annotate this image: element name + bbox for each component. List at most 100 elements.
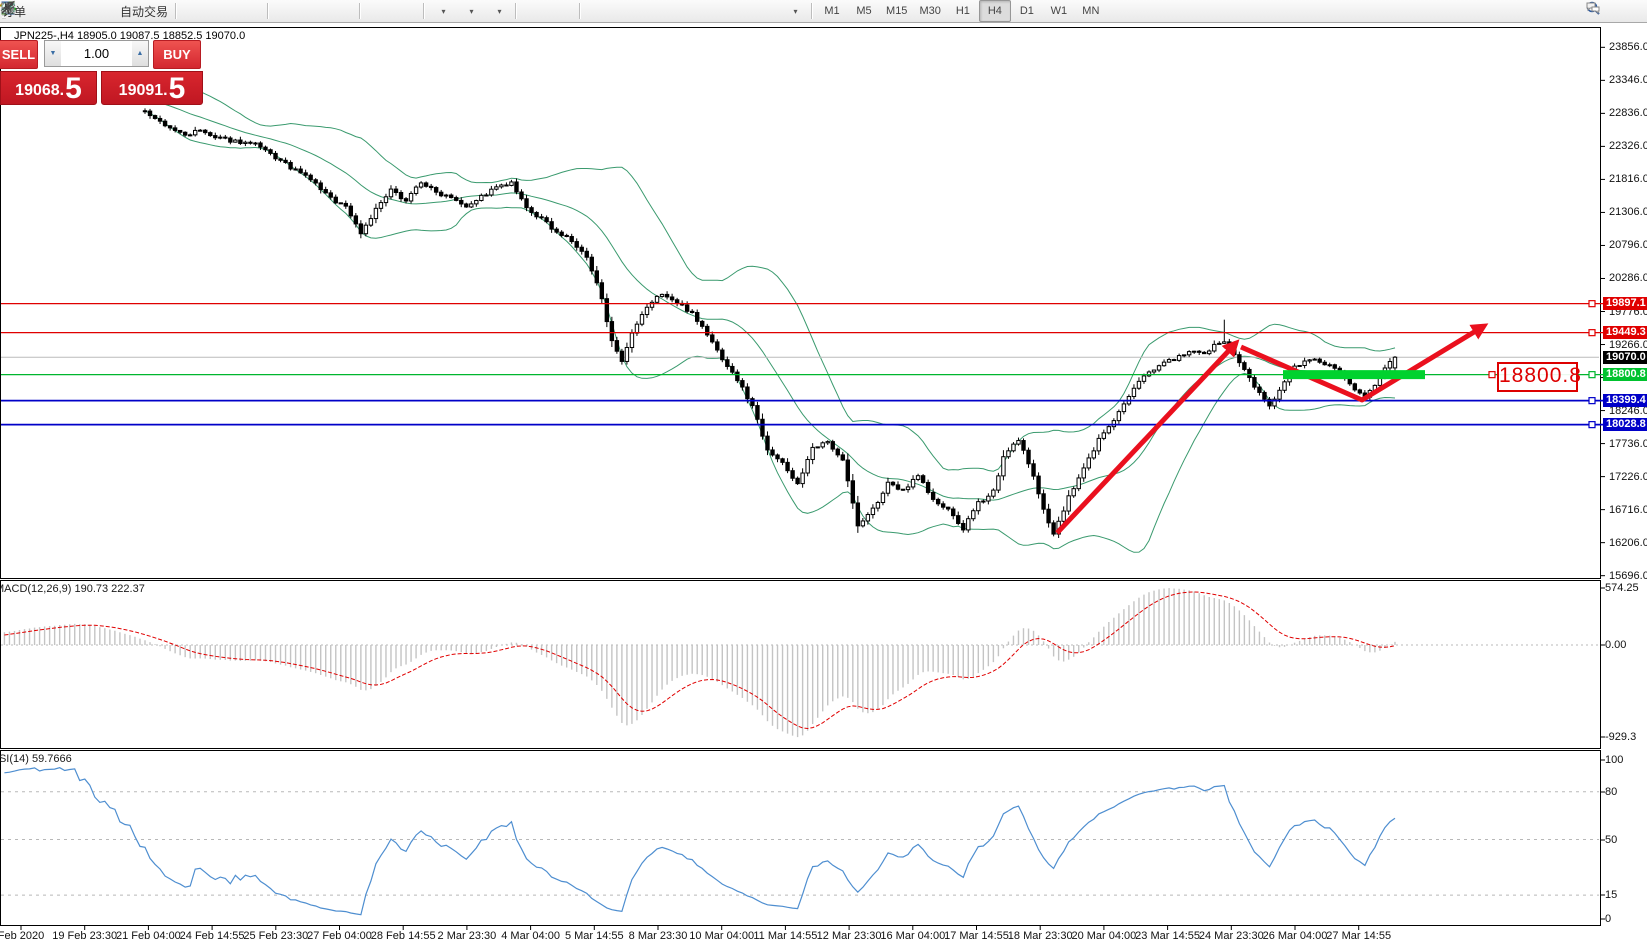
price-axis-tick: 21306.0	[1606, 206, 1647, 219]
navigator-button[interactable]	[2, 0, 114, 22]
timeframe-m30-button[interactable]: M30	[919, 5, 941, 17]
auto-scroll-button[interactable]	[4, 0, 392, 22]
symbol-ohlc-header: JPN225-,H4 18905.0 19087.5 18852.5 19070…	[14, 30, 246, 42]
toolbar-separator	[267, 3, 270, 19]
sell-price-int: 19068	[15, 82, 60, 99]
toolbar-separator	[359, 3, 362, 19]
line-chart-button[interactable]	[1, 0, 264, 22]
macd-scale-label: 574.25	[1605, 582, 1639, 594]
vertical-line-button[interactable]	[7, 0, 612, 22]
time-axis-label: 26 Mar 04:00	[1262, 930, 1328, 942]
sell-button[interactable]: SELL	[0, 40, 38, 69]
price-axis-tick: 16206.0	[1606, 536, 1647, 549]
price-tag-18800[interactable]: 18800.8	[1497, 362, 1581, 392]
shapes-button[interactable]: ▾	[1, 0, 808, 22]
time-axis-label: 12 Mar 23:30	[816, 930, 882, 942]
buy-price-fraction: 5	[168, 72, 186, 106]
tile-windows-button[interactable]	[1, 0, 356, 22]
time-axis-label: 16 Mar 04:00	[880, 930, 946, 942]
templates-button[interactable]: ▾	[1, 0, 512, 22]
rsi-scale-label: 0	[1605, 913, 1612, 925]
price-axis-tick: 15696.0	[1606, 569, 1647, 582]
volume-input[interactable]	[61, 41, 132, 66]
time-axis-label: 19 Feb 23:30	[52, 930, 118, 942]
fibonacci-button[interactable]: F	[2, 0, 724, 22]
volume-increase-button[interactable]: ▲	[132, 41, 148, 66]
trendline-button[interactable]	[1, 0, 668, 22]
price-axis-tick: 22836.0	[1606, 107, 1647, 120]
timeframe-w1-button[interactable]: W1	[1050, 5, 1068, 17]
volume-stepper: ▼ ▲	[44, 40, 149, 67]
chart-shift-button[interactable]	[2, 0, 420, 22]
timeframe-h1-button[interactable]: H1	[955, 5, 970, 17]
time-axis-label: 25 Feb 23:30	[243, 930, 309, 942]
macd-scale-label: -929.3	[1605, 731, 1637, 743]
sell-price-display[interactable]: 19068. 5	[0, 71, 97, 105]
chart-area[interactable]: JPN225-,H4 18905.0 19087.5 18852.5 19070…	[0, 22, 1647, 946]
text-label-button[interactable]: T	[1, 0, 780, 22]
horizontal-line-button[interactable]	[2, 0, 640, 22]
toolbar-separator	[811, 3, 814, 19]
buy-price-display[interactable]: 19091. 5	[101, 71, 203, 105]
toolbar-separator	[423, 3, 426, 19]
price-axis-tick: 19266.0	[1606, 338, 1647, 351]
text-button[interactable]: A	[4, 0, 752, 22]
indicators-button[interactable]: ▾	[1, 0, 456, 22]
zoom-out-button[interactable]	[1, 0, 328, 22]
autotrading-button[interactable]: 自动交易	[2, 0, 172, 22]
time-axis-label: 2 Mar 23:30	[437, 930, 497, 942]
timeframe-d1-button[interactable]: D1	[1019, 5, 1034, 17]
toolbar-separator	[515, 3, 518, 19]
time-axis-label: 21 Feb 04:00	[115, 930, 181, 942]
price-axis-marker-19897.1: 19897.1	[1603, 297, 1647, 311]
zoom-in-button[interactable]	[1, 0, 300, 22]
cursor-button[interactable]	[5, 0, 548, 22]
timeframe-mn-button[interactable]: MN	[1082, 5, 1100, 17]
candlestick-chart-button[interactable]	[2, 0, 236, 22]
toolbar-separator	[175, 3, 178, 19]
time-axis-label: 20 Mar 04:00	[1071, 930, 1137, 942]
buy-button[interactable]: BUY	[153, 40, 201, 69]
time-axis-label: 24 Feb 14:55	[179, 930, 245, 942]
crosshair-button[interactable]	[2, 0, 576, 22]
chevron-down-icon: ▾	[497, 6, 502, 16]
time-axis-label: Feb 2020	[0, 930, 45, 942]
price-axis-tick: 16716.0	[1606, 503, 1647, 516]
price-axis-marker-18800.8: 18800.8	[1603, 368, 1647, 382]
timeframe-m15-button[interactable]: M15	[886, 5, 908, 17]
chat-button[interactable]	[1586, 0, 1641, 22]
price-axis-marker-19449.3: 19449.3	[1603, 326, 1647, 340]
bar-chart-button[interactable]	[2, 0, 208, 22]
time-axis-label: 4 Mar 04:00	[501, 930, 560, 942]
chevron-down-icon: ▾	[469, 6, 474, 16]
time-axis-label: 23 Mar 14:55	[1135, 930, 1201, 942]
timeframe-m5-button[interactable]: M5	[856, 5, 872, 17]
price-axis-marker-18028.8: 18028.8	[1603, 418, 1647, 432]
macd-scale-label: 0.00	[1605, 639, 1627, 651]
rsi-indicator-label: RSI(14) 59.7666	[0, 753, 72, 765]
time-axis-label: 17 Mar 14:55	[944, 930, 1009, 942]
one-click-trade-panel: SELL ▼ ▲ BUY 19068.5 19091.5	[0, 40, 204, 105]
equidistant-channel-button[interactable]: E	[0, 0, 696, 22]
price-axis-tick: 22326.0	[1606, 140, 1647, 153]
svg-text:E: E	[10, 10, 14, 16]
time-axis-label: 11 Mar 14:55	[753, 930, 818, 942]
data-window-button[interactable]	[1, 0, 86, 22]
chart-canvas[interactable]	[0, 22, 1647, 946]
time-axis-label: 27 Mar 14:55	[1326, 930, 1392, 942]
svg-text:T: T	[5, 4, 11, 14]
periods-button[interactable]: ▾	[1, 0, 484, 22]
market-watch-button[interactable]	[2, 0, 58, 22]
timeframe-m1-button[interactable]: M1	[824, 5, 840, 17]
time-axis-label: 18 Mar 23:30	[1007, 930, 1073, 942]
time-axis-label: 27 Feb 04:00	[307, 930, 372, 942]
volume-decrease-button[interactable]: ▼	[45, 41, 61, 66]
timeframe-h4-button[interactable]: H4	[978, 0, 1011, 22]
price-axis-tick: 20796.0	[1606, 239, 1647, 252]
toolbar-separator	[579, 3, 582, 19]
time-axis-label: 24 Mar 23:30	[1198, 930, 1264, 942]
time-axis-label: 8 Mar 23:30	[628, 930, 688, 942]
price-axis-tick: 21816.0	[1606, 173, 1647, 186]
time-axis-label: 10 Mar 04:00	[689, 930, 755, 942]
